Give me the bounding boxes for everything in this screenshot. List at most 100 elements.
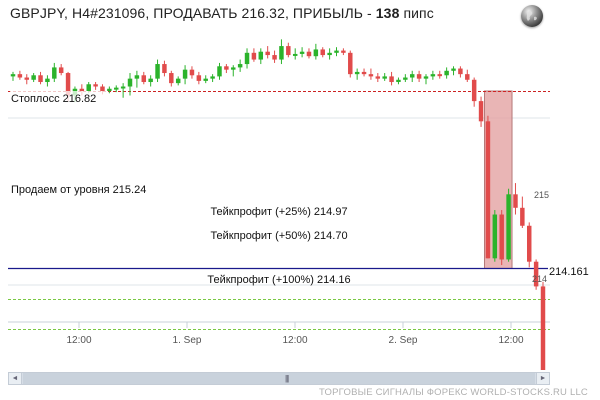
- candle-bull: [203, 78, 208, 81]
- candle-bear: [465, 74, 470, 80]
- candle-bear: [141, 75, 147, 83]
- title-symbol: GBPJPY, H4#231096, ПРОДАВАТЬ 216.32, ПРИ…: [10, 5, 376, 21]
- candle-bull: [444, 70, 449, 76]
- candle-bear: [58, 67, 64, 74]
- footer-credit: ТОРГОВЫЕ СИГНАЛЫ ФОРЕКС WORLD-STOCKS.RU …: [318, 387, 588, 398]
- x-axis-tick-label: 12:00: [66, 335, 91, 346]
- candle-bear: [272, 55, 277, 60]
- chart-scrollbar[interactable]: ◄ ||| ►: [8, 372, 550, 385]
- candle-bear: [265, 51, 270, 56]
- candle-bull: [354, 71, 360, 75]
- candle-bull: [327, 52, 332, 56]
- candle-bear: [17, 74, 23, 78]
- candle-bull: [155, 64, 160, 79]
- candle-bear: [416, 74, 422, 79]
- candle-bull: [409, 74, 415, 78]
- candle-bear: [348, 52, 353, 75]
- x-axis-tick-label: 12:00: [282, 335, 307, 346]
- candle-bull: [451, 68, 456, 71]
- candle-bull: [258, 51, 264, 60]
- candle-bull: [313, 49, 319, 57]
- x-axis-tick-label: 1. Sep: [173, 335, 202, 346]
- candle-bull: [423, 76, 429, 79]
- candle-bear: [162, 64, 167, 74]
- profit-unit: пипс: [399, 5, 434, 21]
- candle-bear: [478, 101, 484, 122]
- candle-bull: [10, 74, 16, 77]
- candle-bear: [320, 49, 325, 56]
- candle-bear: [389, 76, 394, 83]
- scroll-left-arrow-icon: ◄: [11, 375, 19, 382]
- current-price-label: 214.161: [549, 266, 589, 278]
- candle-bull: [120, 86, 126, 89]
- candle-bear: [65, 73, 71, 96]
- price-chart: 12:00 1. Sep 12:00 2. Sep 12:00 Стоплосс 216…: [8, 39, 598, 370]
- price-tick-215: 215: [534, 190, 549, 200]
- scroll-right-arrow-icon: ►: [539, 375, 547, 382]
- candle-bull: [237, 64, 243, 68]
- candle-bear: [286, 46, 291, 56]
- takeprofit-100-label: Тейкпрофит (+100%) 214.16: [207, 274, 350, 286]
- profit-pips: 138: [375, 5, 400, 21]
- candle-bear: [375, 76, 381, 79]
- takeprofit-50-label: Тейкпрофит (+50%) 214.70: [210, 230, 347, 242]
- candle-bull: [217, 66, 222, 77]
- globe-icon[interactable]: [521, 5, 543, 27]
- candle-bull: [175, 78, 181, 84]
- x-axis-tick-label: 12:00: [498, 335, 523, 346]
- candle-bull: [31, 75, 36, 80]
- candle-bull: [107, 88, 112, 91]
- candle-bear: [520, 207, 525, 226]
- candle-bear: [458, 68, 463, 75]
- candle-bear: [224, 66, 229, 70]
- candle-bear: [189, 69, 195, 76]
- candle-bear: [471, 79, 477, 102]
- candle-bear: [100, 86, 105, 91]
- candle-bear: [437, 74, 442, 77]
- candle-bear: [24, 77, 30, 80]
- scroll-thumb[interactable]: |||: [23, 373, 535, 384]
- candle-bull: [182, 69, 188, 79]
- candle-bull: [396, 79, 401, 83]
- scroll-left-button[interactable]: ◄: [9, 373, 22, 384]
- candle-bear: [485, 121, 491, 259]
- candle-bull: [134, 75, 140, 79]
- candle-bull: [244, 52, 250, 65]
- candle-bull: [382, 76, 387, 79]
- candle-bear: [79, 88, 85, 91]
- candle-bull: [148, 78, 153, 83]
- candle-bear: [526, 225, 532, 262]
- chart-title: GBPJPY, H4#231096, ПРОДАВАТЬ 216.32, ПРИ…: [10, 5, 434, 21]
- takeprofit-25-label: Тейкпрофит (+25%) 214.97: [210, 206, 347, 218]
- candle-bear: [533, 261, 539, 287]
- candle-bull: [299, 51, 305, 54]
- candle-bull: [506, 194, 511, 260]
- scroll-right-button[interactable]: ►: [536, 373, 549, 384]
- sell-level-label: Продаем от уровня 215.24: [11, 184, 146, 196]
- stoploss-label-bg: [10, 91, 106, 104]
- candle-bear: [499, 214, 504, 260]
- candles-group: [10, 39, 546, 370]
- candle-bull: [231, 67, 236, 70]
- candle-bull: [292, 53, 298, 56]
- candle-bull: [210, 76, 215, 79]
- price-tick-214: 214: [532, 274, 547, 284]
- candle-bear: [306, 51, 312, 57]
- candle-bear: [196, 75, 202, 81]
- candle-bull: [430, 74, 436, 77]
- candle-bear: [540, 286, 546, 370]
- candle-bull: [334, 50, 339, 53]
- candle-bull: [45, 78, 50, 83]
- candle-bull: [492, 214, 498, 259]
- candle-bull: [403, 77, 408, 80]
- candle-bear: [368, 74, 374, 77]
- stoploss-label: Стоплосс 216.82: [11, 93, 96, 105]
- scroll-grip-icon: |||: [285, 374, 289, 383]
- candle-bull: [127, 78, 133, 87]
- candle-bear: [38, 75, 43, 83]
- current-price-bg: [548, 264, 598, 278]
- candle-bear: [361, 71, 367, 75]
- globe-icon-graphic: [526, 11, 537, 21]
- candle-bear: [341, 50, 346, 53]
- x-axis-ticks: 12:00 1. Sep 12:00 2. Sep 12:00: [66, 322, 524, 346]
